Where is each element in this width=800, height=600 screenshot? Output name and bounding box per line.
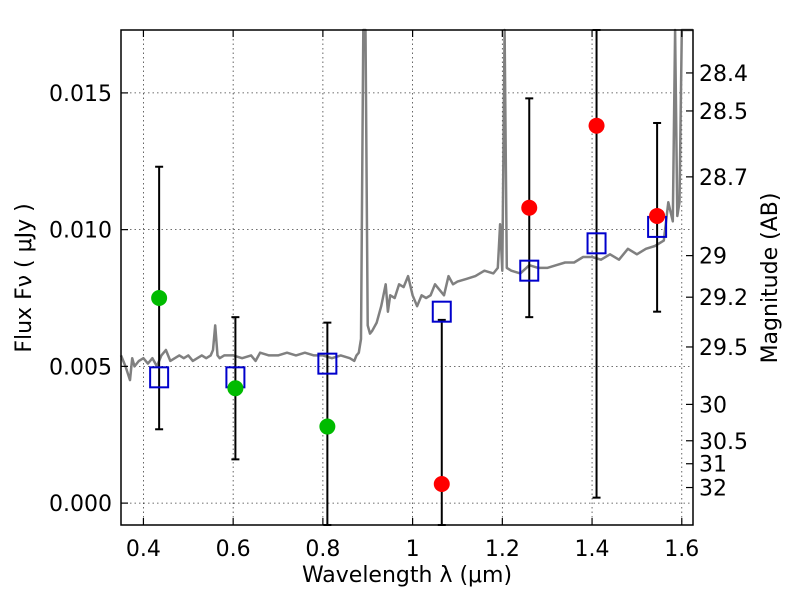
model-spectrum-line [119, 28, 693, 382]
y-tick-label: 0.015 [49, 82, 112, 107]
magnitude-tick-label: 28.7 [699, 166, 748, 191]
ticks-layer [121, 30, 693, 525]
y-axis-right-label: Magnitude (AB) [758, 193, 783, 364]
red-data-point [433, 475, 450, 492]
spectrum-layer [119, 28, 693, 382]
model-photometry-square [431, 300, 452, 323]
magnitude-tick-label: 30.5 [699, 430, 748, 455]
y-tick-label: 0.010 [49, 219, 112, 244]
x-tick-label: 0.6 [216, 537, 251, 562]
x-axis-label: Wavelength λ (μm) [302, 563, 512, 588]
red-data-point [521, 199, 538, 216]
red-data-point [588, 117, 605, 134]
magnitude-tick-label: 29.5 [699, 336, 748, 361]
magnitude-tick-label: 31 [699, 453, 727, 478]
model-photometry-square [586, 232, 607, 255]
model-photometry-square [519, 259, 540, 282]
y-tick-label: 0.000 [49, 492, 112, 517]
x-tick-label: 1.2 [485, 537, 520, 562]
x-tick-label: 1 [406, 537, 420, 562]
magnitude-tick-label: 28.4 [699, 62, 748, 87]
green-data-point [227, 380, 244, 397]
points-layer [149, 117, 668, 492]
magnitude-tick-label: 29 [699, 245, 727, 270]
magnitude-tick-label: 28.5 [699, 100, 748, 125]
magnitude-tick-label: 32 [699, 477, 727, 502]
labels-layer: 0.4 0.6 0.8 1 1.2 1.4 1.6 0.000 0.005 0.010 0.015 2… [49, 62, 748, 562]
x-tick-label: 0.4 [126, 537, 161, 562]
magnitude-tick-label: 29.2 [699, 286, 748, 311]
y-axis-label: Flux Fν ( μJy ) [12, 203, 37, 352]
green-data-point [151, 290, 168, 307]
y-tick-label: 0.005 [49, 355, 112, 380]
x-tick-label: 1.6 [664, 537, 699, 562]
red-data-point [649, 207, 666, 224]
green-data-point [319, 418, 336, 435]
model-photometry-square [317, 352, 338, 375]
plot-frame [120, 29, 694, 526]
magnitude-tick-label: 30 [699, 393, 727, 418]
x-tick-label: 0.8 [305, 537, 340, 562]
model-photometry-square [149, 366, 170, 389]
x-tick-label: 1.4 [575, 537, 610, 562]
